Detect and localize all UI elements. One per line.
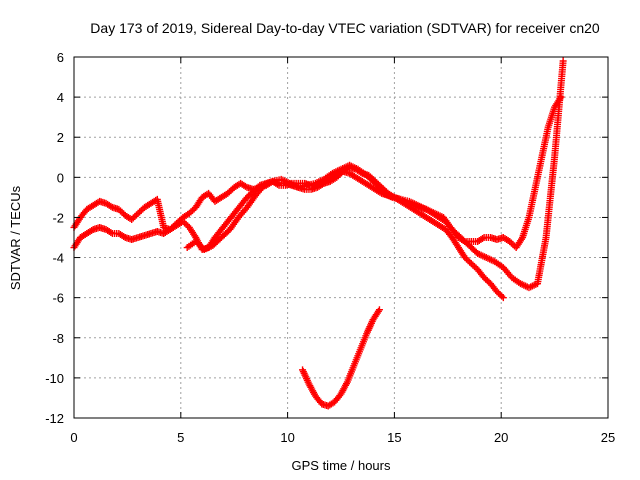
- data-point: [498, 292, 506, 300]
- y-axis-label: SDTVAR / TECUs: [8, 185, 23, 290]
- x-tick-label: 10: [280, 430, 294, 445]
- data-point: [375, 306, 383, 314]
- data-point: [107, 228, 115, 236]
- data-markers: [70, 57, 567, 410]
- series-middle-track: [70, 167, 507, 302]
- data-point: [559, 57, 567, 65]
- y-tick-label: -10: [45, 371, 64, 386]
- series-bottom-arc: [299, 306, 383, 410]
- chart-title: Day 173 of 2019, Sidereal Day-to-day VTE…: [90, 20, 600, 36]
- data-point: [120, 232, 128, 240]
- data-point: [107, 202, 115, 210]
- y-tick-label: 4: [57, 90, 64, 105]
- y-tick-label: 6: [57, 50, 64, 65]
- grid-lines: [74, 57, 608, 418]
- y-tick-label: -12: [45, 411, 64, 426]
- data-point: [479, 235, 487, 243]
- series-lower-track: [183, 57, 567, 292]
- x-tick-label: 15: [387, 430, 401, 445]
- x-axis-label: GPS time / hours: [292, 458, 391, 473]
- series-upper-track: [70, 93, 565, 252]
- x-tick-label: 5: [177, 430, 184, 445]
- data-point: [241, 182, 249, 190]
- data-point: [88, 226, 96, 234]
- data-point: [499, 294, 507, 302]
- y-tick-label: -4: [52, 251, 64, 266]
- x-tick-label: 0: [70, 430, 77, 445]
- y-tick-label: -8: [52, 331, 64, 346]
- axis-ticks: 0 5 10 15 20 25 -12 -10 -8 -6 -4 -2 0 2 4 6: [45, 50, 615, 445]
- y-tick-label: -2: [52, 210, 64, 225]
- y-tick-label: 0: [57, 170, 64, 185]
- y-tick-label: 2: [57, 130, 64, 145]
- plot-frame: [73, 56, 609, 419]
- x-tick-label: 20: [494, 430, 508, 445]
- x-tick-label: 25: [601, 430, 615, 445]
- y-tick-label: -6: [52, 291, 64, 306]
